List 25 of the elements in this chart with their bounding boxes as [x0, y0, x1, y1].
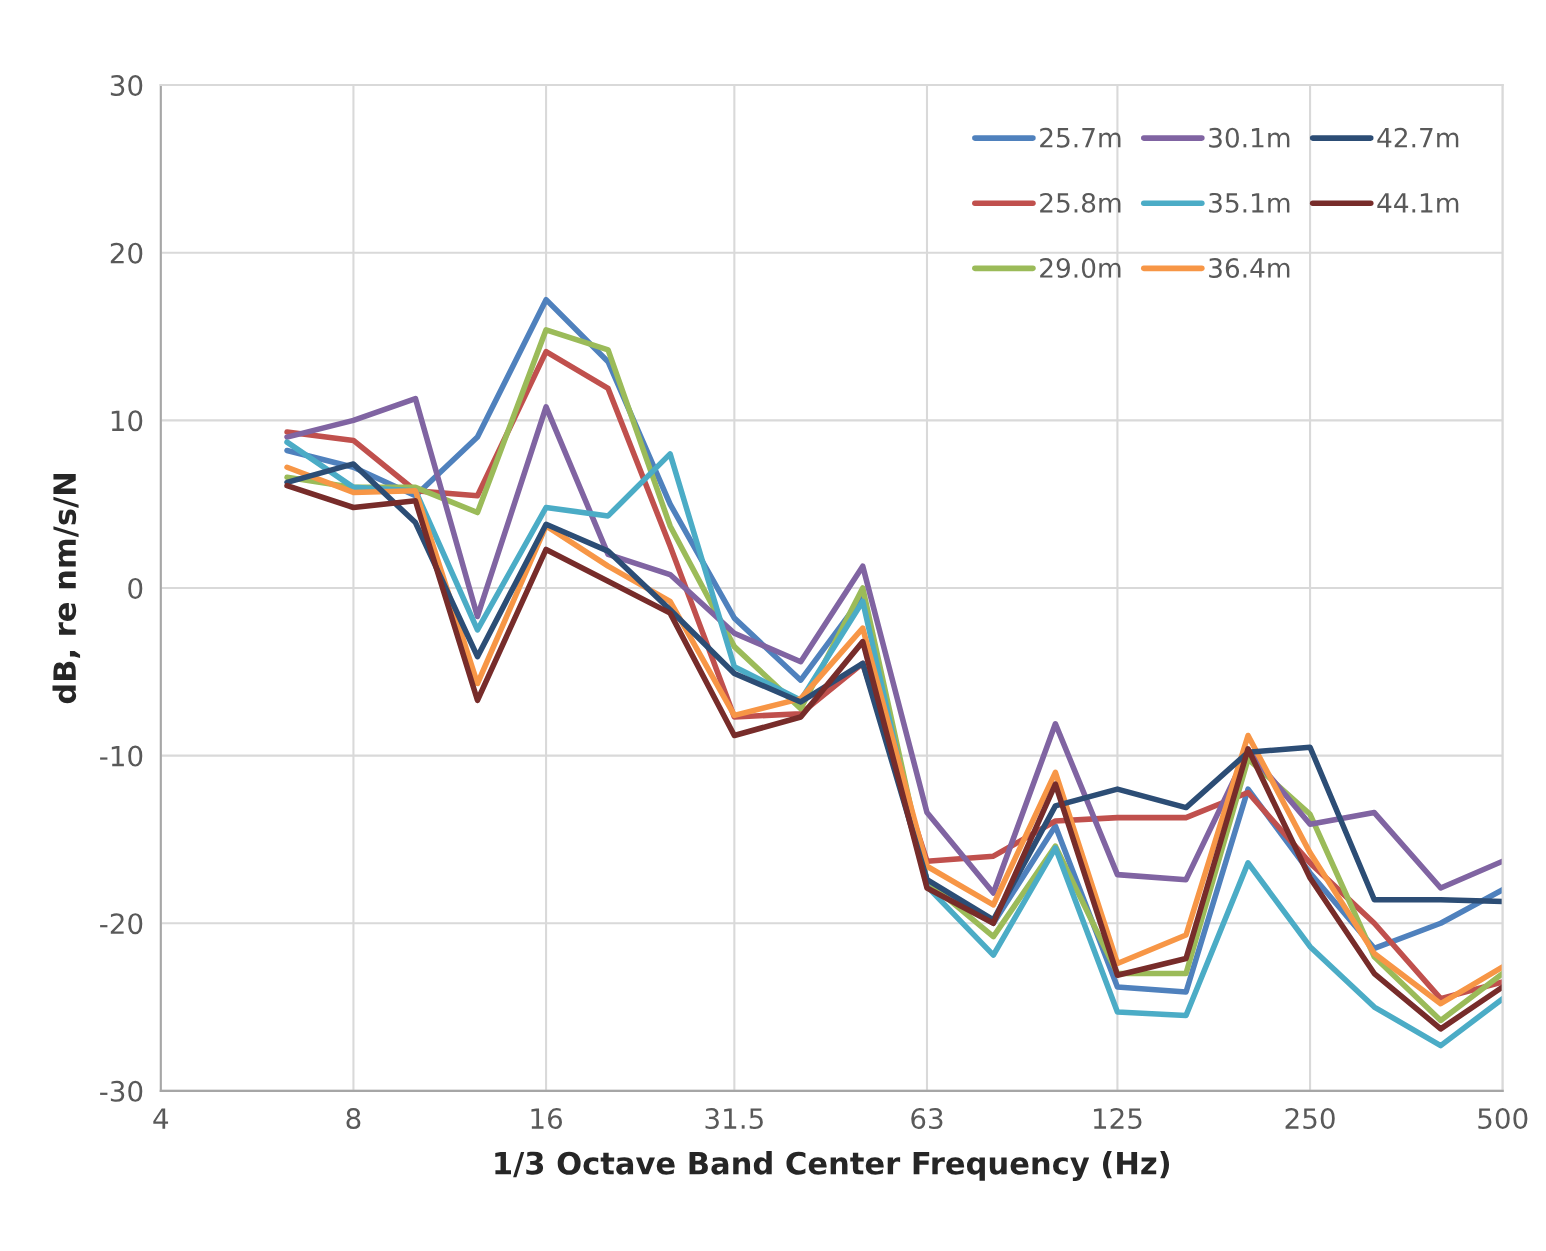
legend-label: 30.1m [1209, 127, 1290, 148]
x-tick-label: 31.5 [705, 1108, 763, 1130]
x-tick-label: 63 [911, 1108, 943, 1130]
y-tick-label: -20 [100, 913, 143, 935]
y-tick-label: 10 [111, 410, 143, 432]
y-tick-label: 30 [110, 75, 143, 97]
legend-label: 29.0m [1040, 258, 1121, 278]
y-tick-label: -30 [100, 1080, 143, 1102]
x-tick-label: 250 [1285, 1108, 1335, 1130]
legend-label: 35.1m [1209, 192, 1290, 213]
x-axis-title: 1/3 Octave Band Center Frequency (Hz) [495, 1151, 1170, 1181]
legend-label: 44.1m [1377, 193, 1459, 213]
legend-label: 25.7m [1040, 127, 1121, 148]
x-tick-label: 500 [1478, 1108, 1528, 1130]
y-tick-label: -10 [100, 745, 143, 767]
x-tick-label: 125 [1093, 1108, 1142, 1130]
legend-label: 25.8m [1040, 192, 1121, 213]
y-tick-label: 20 [110, 242, 143, 264]
legend-label: 36.4m [1209, 258, 1290, 278]
legend-label: 42.7m [1377, 127, 1459, 148]
y-axis-title: dB, re nm/s/N [52, 474, 81, 704]
x-tick-label: 4 [153, 1108, 169, 1129]
y-tick-label: 0 [128, 577, 143, 599]
x-tick-label: 16 [531, 1108, 562, 1130]
x-tick-label: 8 [346, 1108, 361, 1130]
